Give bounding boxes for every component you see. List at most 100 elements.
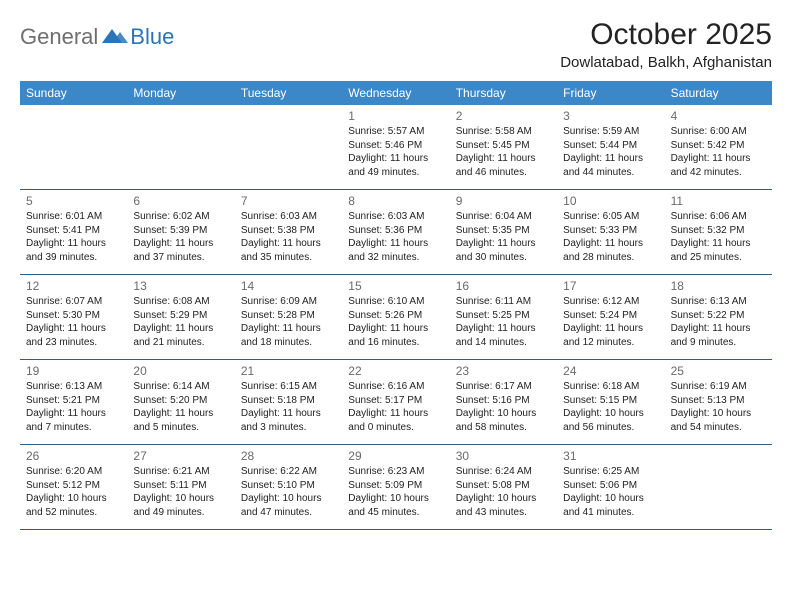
daylight-line-1: Daylight: 10 hours (456, 492, 551, 506)
calendar-week: 26 Sunrise: 6:20 AMSunset: 5:12 PM Dayligh… (20, 445, 772, 530)
sunset-line: Sunset: 5:28 PM (241, 309, 336, 323)
calendar-day-empty (235, 105, 342, 189)
weekday-header: Wednesday (342, 81, 449, 105)
daylight-line-1: Daylight: 11 hours (348, 237, 443, 251)
calendar-week: 19Sunrise: 6:13 AMSunset: 5:21 PMDayligh… (20, 360, 772, 445)
daylight-line-2: and 16 minutes. (348, 336, 443, 350)
sunrise-line: Sunrise: 6:11 AM (456, 295, 551, 309)
daylight-line-1: Daylight: 11 hours (26, 322, 121, 336)
daylight-line-2: and 3 minutes. (241, 421, 336, 435)
calendar-day: 17Sunrise: 6:12 AMSunset: 5:24 PMDayligh… (557, 275, 664, 359)
daylight-line-2: and 52 minutes. (26, 506, 121, 520)
sunset-line: Sunset: 5:09 PM (348, 479, 443, 493)
calendar-day: 8Sunrise: 6:03 AMSunset: 5:36 PMDaylight… (342, 190, 449, 274)
daylight-line-1: Daylight: 10 hours (563, 407, 658, 421)
day-number: 29 (348, 449, 443, 463)
day-number: 8 (348, 194, 443, 208)
daylight-line-1: Daylight: 11 hours (671, 152, 766, 166)
calendar-day: 30Sunrise: 6:24 AMSunset: 5:08 PMDayligh… (450, 445, 557, 529)
calendar-day: 25 Sunrise: 6:19 AMSunset: 5:13 PMDayligh… (665, 360, 772, 444)
daylight-line-1: Daylight: 11 hours (241, 322, 336, 336)
weekday-header-row: SundayMondayTuesdayWednesdayThursdayFrid… (20, 81, 772, 105)
daylight-line-2: and 18 minutes. (241, 336, 336, 350)
sunset-line: Sunset: 5:42 PM (671, 139, 766, 153)
sunset-line: Sunset: 5:35 PM (456, 224, 551, 238)
sunset-line: Sunset: 5:44 PM (563, 139, 658, 153)
calendar-day: 23Sunrise: 6:17 AMSunset: 5:16 PMDayligh… (450, 360, 557, 444)
logo: General Blue (20, 24, 174, 50)
day-number: 2 (456, 109, 551, 123)
daylight-line-2: and 49 minutes. (133, 506, 228, 520)
sunrise-line: Sunrise: 6:20 AM (26, 465, 121, 479)
day-number: 15 (348, 279, 443, 293)
day-number: 21 (241, 364, 336, 378)
header: General Blue October 2025 Dowlatabad, Ba… (20, 18, 772, 71)
location: Dowlatabad, Balkh, Afghanistan (560, 54, 772, 71)
sunset-line: Sunset: 5:13 PM (671, 394, 766, 408)
sunset-line: Sunset: 5:10 PM (241, 479, 336, 493)
daylight-line-1: Daylight: 11 hours (348, 407, 443, 421)
calendar-week: 12Sunrise: 6:07 AMSunset: 5:30 PMDayligh… (20, 275, 772, 360)
daylight-line-2: and 9 minutes. (671, 336, 766, 350)
daylight-line-1: Daylight: 10 hours (671, 407, 766, 421)
daylight-line-2: and 14 minutes. (456, 336, 551, 350)
daylight-line-1: Daylight: 11 hours (563, 152, 658, 166)
logo-mark-icon (102, 25, 128, 50)
daylight-line-2: and 25 minutes. (671, 251, 766, 265)
sunset-line: Sunset: 5:12 PM (26, 479, 121, 493)
calendar-day-empty (20, 105, 127, 189)
weekday-header: Monday (127, 81, 234, 105)
daylight-line-1: Daylight: 11 hours (456, 237, 551, 251)
sunrise-line: Sunrise: 6:16 AM (348, 380, 443, 394)
weekday-header: Thursday (450, 81, 557, 105)
daylight-line-1: Daylight: 11 hours (133, 407, 228, 421)
sunset-line: Sunset: 5:32 PM (671, 224, 766, 238)
day-number: 26 (26, 449, 121, 463)
daylight-line-2: and 30 minutes. (456, 251, 551, 265)
calendar-day: 31Sunrise: 6:25 AMSunset: 5:06 PMDayligh… (557, 445, 664, 529)
daylight-line-2: and 7 minutes. (26, 421, 121, 435)
sunrise-line: Sunrise: 6:00 AM (671, 125, 766, 139)
calendar-day: 4Sunrise: 6:00 AMSunset: 5:42 PMDaylight… (665, 105, 772, 189)
sunrise-line: Sunrise: 6:18 AM (563, 380, 658, 394)
sunrise-line: Sunrise: 6:14 AM (133, 380, 228, 394)
sunrise-line: Sunrise: 6:01 AM (26, 210, 121, 224)
calendar-day: 27Sunrise: 6:21 AMSunset: 5:11 PMDayligh… (127, 445, 234, 529)
calendar-day: 20Sunrise: 6:14 AMSunset: 5:20 PMDayligh… (127, 360, 234, 444)
sunrise-line: Sunrise: 6:24 AM (456, 465, 551, 479)
sunrise-line: Sunrise: 6:02 AM (133, 210, 228, 224)
daylight-line-1: Daylight: 11 hours (133, 237, 228, 251)
daylight-line-1: Daylight: 11 hours (671, 322, 766, 336)
day-number: 24 (563, 364, 658, 378)
calendar-day: 24Sunrise: 6:18 AMSunset: 5:15 PMDayligh… (557, 360, 664, 444)
daylight-line-1: Daylight: 10 hours (563, 492, 658, 506)
daylight-line-2: and 32 minutes. (348, 251, 443, 265)
sunrise-line: Sunrise: 6:09 AM (241, 295, 336, 309)
day-number: 22 (348, 364, 443, 378)
daylight-line-2: and 47 minutes. (241, 506, 336, 520)
sunrise-line: Sunrise: 6:13 AM (26, 380, 121, 394)
sunrise-line: Sunrise: 6:23 AM (348, 465, 443, 479)
logo-text-general: General (20, 24, 98, 50)
logo-text-blue: Blue (130, 24, 174, 50)
calendar-week: 5Sunrise: 6:01 AMSunset: 5:41 PMDaylight… (20, 190, 772, 275)
daylight-line-1: Daylight: 10 hours (133, 492, 228, 506)
daylight-line-2: and 41 minutes. (563, 506, 658, 520)
sunset-line: Sunset: 5:06 PM (563, 479, 658, 493)
sunrise-line: Sunrise: 6:19 AM (671, 380, 766, 394)
daylight-line-2: and 21 minutes. (133, 336, 228, 350)
calendar-day: 18Sunrise: 6:13 AMSunset: 5:22 PMDayligh… (665, 275, 772, 359)
day-number: 31 (563, 449, 658, 463)
daylight-line-1: Daylight: 11 hours (241, 407, 336, 421)
day-number: 25 (671, 364, 766, 378)
sunset-line: Sunset: 5:46 PM (348, 139, 443, 153)
day-number: 23 (456, 364, 551, 378)
calendar-day: 26Sunrise: 6:20 AMSunset: 5:12 PMDayligh… (20, 445, 127, 529)
calendar-day: 10Sunrise: 6:05 AMSunset: 5:33 PMDayligh… (557, 190, 664, 274)
calendar-day: 6Sunrise: 6:02 AMSunset: 5:39 PMDaylight… (127, 190, 234, 274)
day-number: 18 (671, 279, 766, 293)
daylight-line-1: Daylight: 11 hours (133, 322, 228, 336)
daylight-line-2: and 35 minutes. (241, 251, 336, 265)
day-number: 11 (671, 194, 766, 208)
sunrise-line: Sunrise: 6:05 AM (563, 210, 658, 224)
